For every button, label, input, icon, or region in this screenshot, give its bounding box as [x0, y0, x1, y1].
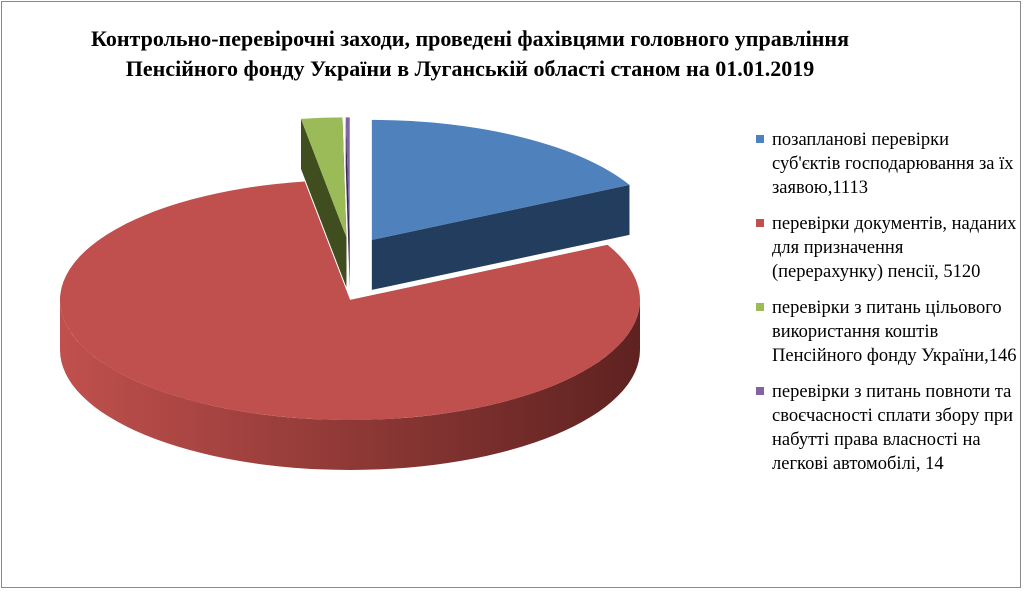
legend-label: перевірки з питань повноти та своєчаснос… — [772, 382, 1013, 474]
legend-label: позапланові перевірки суб'єктів господар… — [772, 130, 1014, 198]
legend-label: перевірки з питань цільового використанн… — [772, 298, 1017, 366]
legend-item: перевірки документів, наданих для призна… — [756, 212, 1018, 284]
legend-item: перевірки з питань повноти та своєчаснос… — [756, 380, 1018, 476]
legend-swatch — [756, 219, 764, 227]
legend-item: перевірки з питань цільового використанн… — [756, 296, 1018, 368]
pie-slice — [371, 119, 630, 290]
legend-label: перевірки документів, наданих для призна… — [772, 214, 1017, 282]
chart-title: Контрольно-перевірочні заходи, проведені… — [90, 26, 849, 81]
legend-swatch — [756, 303, 764, 311]
pie-slice — [300, 117, 347, 288]
pie-slice — [60, 181, 641, 470]
chart-legend: позапланові перевірки суб'єктів господар… — [756, 128, 1018, 488]
legend-swatch — [756, 387, 764, 395]
pie-slice — [345, 117, 350, 288]
legend-item: позапланові перевірки суб'єктів господар… — [756, 128, 1018, 200]
legend-swatch — [756, 135, 764, 143]
